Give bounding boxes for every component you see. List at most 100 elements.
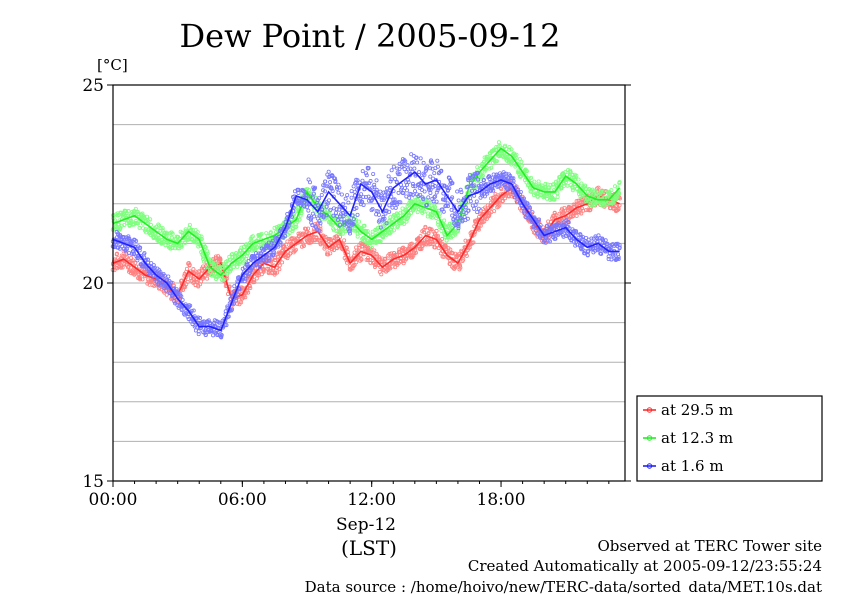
data-point — [180, 298, 185, 303]
data-point — [538, 193, 543, 198]
data-point — [276, 244, 281, 249]
data-point — [529, 189, 534, 194]
data-point — [575, 202, 580, 207]
data-point — [303, 192, 308, 197]
data-point — [188, 303, 193, 308]
data-point — [211, 333, 216, 338]
data-point — [409, 241, 414, 246]
data-point — [400, 210, 405, 215]
data-point — [217, 320, 222, 325]
data-point — [517, 157, 522, 162]
data-point — [136, 221, 141, 226]
data-point — [362, 223, 367, 228]
data-point — [116, 222, 121, 227]
data-point — [237, 287, 242, 292]
data-point — [378, 239, 383, 244]
data-point — [489, 196, 494, 201]
data-point — [317, 238, 322, 243]
data-point — [317, 219, 322, 224]
data-point — [235, 292, 240, 297]
data-point — [509, 147, 514, 152]
data-point — [454, 257, 459, 262]
data-point — [354, 248, 359, 253]
data-point — [213, 254, 218, 259]
data-point — [590, 203, 595, 208]
data-point — [373, 239, 378, 244]
data-point — [587, 198, 592, 203]
data-point — [287, 230, 292, 235]
data-point — [433, 205, 438, 210]
data-point — [343, 196, 348, 201]
data-point — [137, 225, 142, 230]
data-point — [302, 204, 307, 209]
data-point — [505, 154, 510, 159]
data-point — [272, 225, 277, 230]
data-point — [237, 260, 242, 265]
data-point — [344, 245, 349, 250]
data-point — [201, 242, 206, 247]
data-point — [290, 229, 295, 234]
data-point — [447, 221, 452, 226]
data-point — [393, 252, 398, 257]
data-point — [192, 277, 197, 282]
data-point — [325, 184, 330, 189]
data-point — [551, 182, 556, 187]
data-point — [419, 246, 424, 251]
data-point — [463, 238, 468, 243]
data-point — [413, 250, 418, 255]
data-point — [138, 277, 143, 282]
data-point — [209, 329, 214, 334]
data-point — [250, 265, 255, 270]
data-point — [363, 244, 368, 249]
data-point — [187, 263, 192, 268]
data-point — [516, 168, 521, 173]
data-point — [492, 209, 497, 214]
data-point — [196, 273, 201, 278]
data-point — [545, 196, 550, 201]
data-point — [387, 252, 392, 257]
data-point — [582, 183, 587, 188]
data-point — [363, 171, 368, 176]
data-point — [519, 163, 524, 168]
data-point — [494, 159, 499, 164]
data-point — [524, 169, 529, 174]
data-point — [507, 147, 512, 152]
data-point — [565, 183, 570, 188]
data-point — [329, 174, 334, 179]
data-point — [385, 256, 390, 261]
data-point — [317, 196, 322, 201]
data-point — [557, 211, 562, 216]
data-point — [374, 251, 379, 256]
data-point — [259, 258, 264, 263]
data-point — [126, 234, 131, 239]
data-point — [357, 219, 362, 224]
data-point — [506, 160, 511, 165]
data-point — [364, 173, 369, 178]
data-point — [492, 201, 497, 206]
data-point — [302, 189, 307, 194]
data-point — [294, 224, 299, 229]
data-point — [229, 308, 234, 313]
data-point — [447, 226, 452, 231]
data-point — [251, 278, 256, 283]
data-point — [313, 185, 318, 190]
data-point — [111, 226, 116, 231]
data-point — [368, 260, 373, 265]
data-point — [148, 217, 153, 222]
data-point — [563, 170, 568, 175]
data-point — [248, 237, 253, 242]
data-point — [360, 169, 365, 174]
data-point — [379, 272, 384, 277]
data-point — [255, 245, 260, 250]
data-point — [168, 246, 173, 251]
data-point — [371, 171, 376, 176]
data-point — [272, 250, 277, 255]
data-point — [226, 269, 231, 274]
y-tick-label: 25 — [82, 76, 104, 96]
data-point — [264, 259, 269, 264]
data-point — [225, 258, 230, 263]
data-point — [543, 181, 548, 186]
data-point — [278, 240, 283, 245]
data-point — [205, 251, 210, 256]
data-point — [133, 260, 138, 265]
